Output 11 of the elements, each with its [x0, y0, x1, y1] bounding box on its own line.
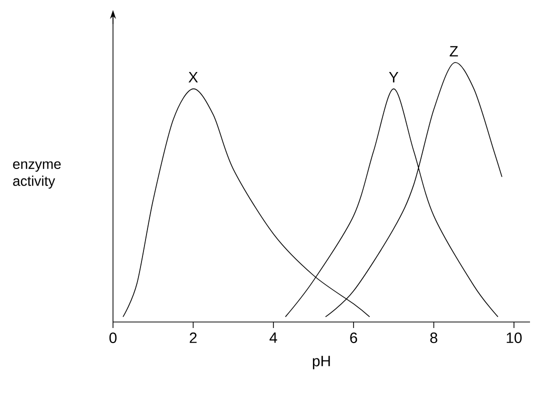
series-label: Y: [389, 72, 398, 82]
x-tick-label: 6: [350, 332, 358, 344]
series-label: X: [188, 72, 198, 82]
x-tick-label: 8: [430, 332, 438, 344]
x-tick-label: 4: [270, 332, 278, 343]
x-tick-label: 0: [109, 332, 117, 344]
x-tick-label: 2: [190, 332, 197, 343]
x-tick-label: 10: [506, 332, 522, 344]
y-axis-title: enzyme activity: [13, 161, 61, 189]
x-axis-title: pH: [312, 356, 330, 370]
series-label: Z: [450, 46, 458, 56]
